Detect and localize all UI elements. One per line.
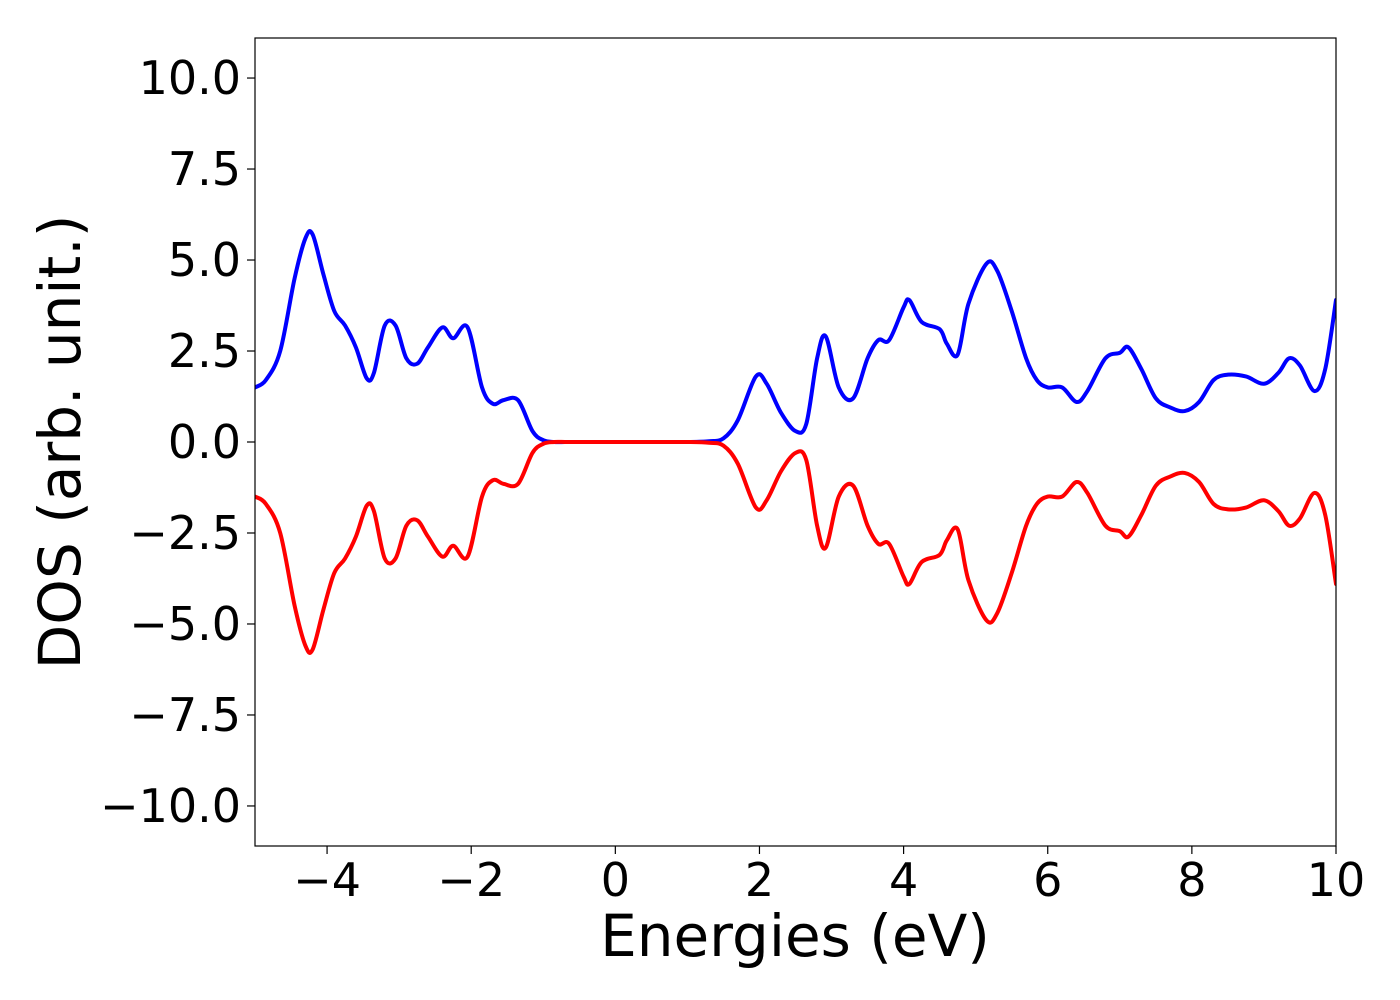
y-tick-label: −2.5 (129, 506, 241, 560)
y-tick-label: 10.0 (139, 51, 241, 105)
x-tick-label: 8 (1177, 853, 1206, 907)
y-tick-label: −10.0 (100, 779, 241, 833)
y-tick-label: 0.0 (168, 415, 241, 469)
x-tick-label: 0 (601, 853, 630, 907)
y-tick-label: 2.5 (168, 324, 241, 378)
x-axis: −4 −2 0 2 4 6 8 10 (293, 846, 1365, 907)
x-tick-label: 10 (1307, 853, 1366, 907)
x-tick-label: 2 (745, 853, 774, 907)
x-tick-label: −2 (437, 853, 505, 907)
y-axis: 10.0 7.5 5.0 2.5 0.0 −2.5 −5.0 −7.5 −10.0 (100, 51, 255, 833)
y-tick-label: −5.0 (129, 597, 241, 651)
y-tick-label: 5.0 (168, 233, 241, 287)
y-tick-label: 7.5 (168, 142, 241, 196)
plot-area (255, 38, 1336, 846)
series-line-2 (255, 439, 1336, 655)
y-tick-label: −7.5 (129, 688, 241, 742)
series-line-1 (255, 229, 1336, 445)
y-axis-label: DOS (arb. unit.) (26, 215, 94, 670)
x-tick-label: 4 (889, 853, 918, 907)
x-tick-label: −4 (293, 853, 361, 907)
series-layer (255, 229, 1336, 655)
x-axis-label: Energies (eV) (600, 902, 990, 970)
x-tick-label: 6 (1033, 853, 1062, 907)
